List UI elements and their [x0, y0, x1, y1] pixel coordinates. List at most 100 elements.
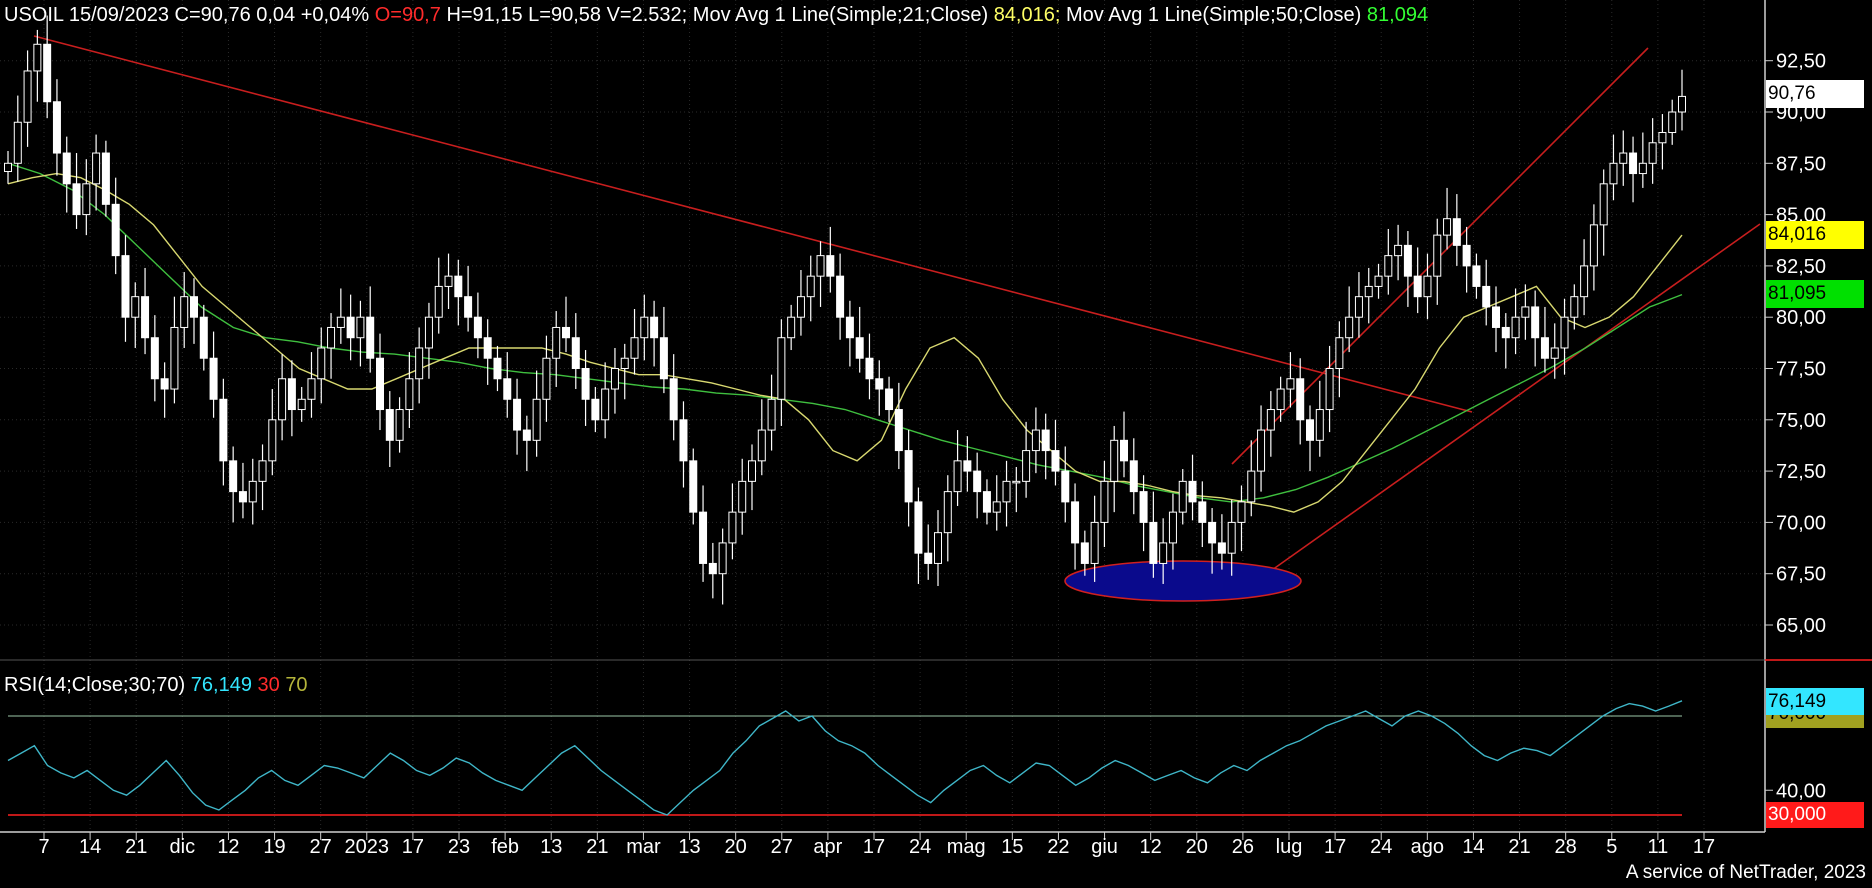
candle-body: [33, 43, 42, 72]
candle-body: [346, 316, 355, 339]
price-tag: 90,76: [1766, 80, 1864, 108]
change-pct: +0,04%: [300, 4, 370, 26]
candle-body: [111, 203, 120, 257]
candle-body: [170, 326, 179, 390]
date: 15/09/2023: [68, 4, 169, 26]
candle-body: [454, 275, 463, 298]
candle-body: [190, 296, 198, 318]
time-tick-label: 24: [1370, 836, 1392, 858]
time-tick-label: 23: [448, 836, 470, 858]
candle-body: [141, 296, 150, 339]
candle-body: [757, 429, 766, 462]
candle-body: [1100, 480, 1109, 523]
candle-body: [1139, 491, 1148, 523]
candle-body: [395, 409, 404, 441]
candle-body: [1364, 285, 1373, 298]
candle-body: [1041, 429, 1050, 452]
candle-body: [101, 152, 110, 205]
candle-body: [1394, 244, 1403, 257]
candle-body: [1462, 244, 1471, 267]
time-tick-label: 17: [402, 836, 424, 858]
candle-body: [875, 378, 884, 390]
candle-body: [473, 316, 482, 339]
candle-body: [532, 398, 541, 441]
candle-body: [982, 491, 991, 513]
rsi-line: [7, 700, 1683, 816]
candle-body: [542, 357, 551, 400]
trendline-channel-lower: [1271, 223, 1761, 571]
rsi-tick-label: 40,00: [1776, 780, 1826, 802]
candle-body: [885, 388, 894, 411]
candle-body: [894, 409, 903, 452]
price-tick-label: 75,00: [1776, 410, 1826, 432]
candle-body: [562, 326, 570, 339]
candle-body: [1276, 388, 1285, 411]
candle-body: [376, 357, 384, 411]
candle-body: [1433, 234, 1442, 277]
time-tick-label: 15: [1001, 836, 1023, 858]
candle-body: [1129, 460, 1138, 493]
price-tick-label: 70,00: [1776, 512, 1826, 534]
candle-body: [1286, 378, 1295, 390]
time-tick-label: 14: [79, 836, 101, 858]
time-tick-label: 17: [1693, 836, 1715, 858]
candle-body: [669, 378, 678, 421]
candle-body: [836, 275, 845, 318]
time-tick-label: giu: [1091, 836, 1118, 858]
price-header: USOIL 15/09/2023 C=90,76 0,04 +0,04% O=9…: [4, 4, 1428, 27]
candle-body: [131, 296, 140, 318]
candle-body: [1325, 368, 1334, 411]
candle-body: [571, 337, 580, 370]
price-tick-label: 65,00: [1776, 615, 1826, 637]
candle-body: [1227, 521, 1236, 554]
candle-body: [278, 378, 287, 421]
change: 0,04: [256, 4, 296, 26]
candle-body: [699, 511, 708, 564]
candle-body: [434, 285, 443, 318]
candle-body: [1423, 275, 1432, 298]
candle-body: [738, 480, 747, 513]
candle-body: [816, 255, 825, 277]
candle-body: [640, 316, 649, 339]
candle-body: [238, 491, 247, 503]
candle-body: [444, 275, 453, 287]
candle-body: [209, 357, 218, 400]
trendlines: [33, 35, 1761, 571]
candle-body: [1511, 316, 1520, 339]
candle-body: [748, 460, 756, 482]
ma21-value: 84,016;: [993, 4, 1061, 26]
candle-body: [1492, 306, 1500, 328]
candle-body: [82, 183, 91, 216]
candle-body: [229, 460, 238, 493]
candle-body: [767, 398, 776, 431]
candle-body: [1403, 244, 1412, 277]
candle-body: [268, 419, 277, 462]
candle-body: [1012, 480, 1021, 484]
candle-body: [1648, 142, 1657, 164]
axes: 65,00 67,50 70,00 72,50 75,00 77,50 80,00 82,50…: [0, 0, 1872, 858]
ma50-label: Mov Avg 1 Line(Simple;50;Close): [1065, 4, 1362, 26]
candle-body: [992, 501, 1001, 513]
candle-body: [1589, 224, 1598, 267]
open: O=90,7: [374, 4, 441, 26]
candle-body: [689, 460, 698, 513]
volume: V=2.532;: [606, 4, 688, 26]
candle-body: [405, 378, 414, 411]
time-tick-label: 27: [310, 836, 332, 858]
candle-body: [601, 388, 610, 421]
candle-body: [1120, 439, 1128, 462]
rsi-high: 70: [285, 674, 308, 696]
trendline-downtrend: [33, 35, 1473, 413]
candle-body: [806, 275, 815, 298]
candle-body: [826, 255, 835, 277]
candle-body: [1531, 306, 1540, 339]
candle-body: [552, 326, 561, 359]
candle-body: [973, 470, 982, 493]
candle-body: [150, 337, 159, 380]
candle-body: [777, 337, 786, 400]
candle-body: [219, 398, 228, 462]
candle-body: [1188, 480, 1197, 503]
time-tick-label: 20: [1186, 836, 1208, 858]
candle-body: [1051, 450, 1060, 472]
candle-body: [385, 409, 394, 441]
